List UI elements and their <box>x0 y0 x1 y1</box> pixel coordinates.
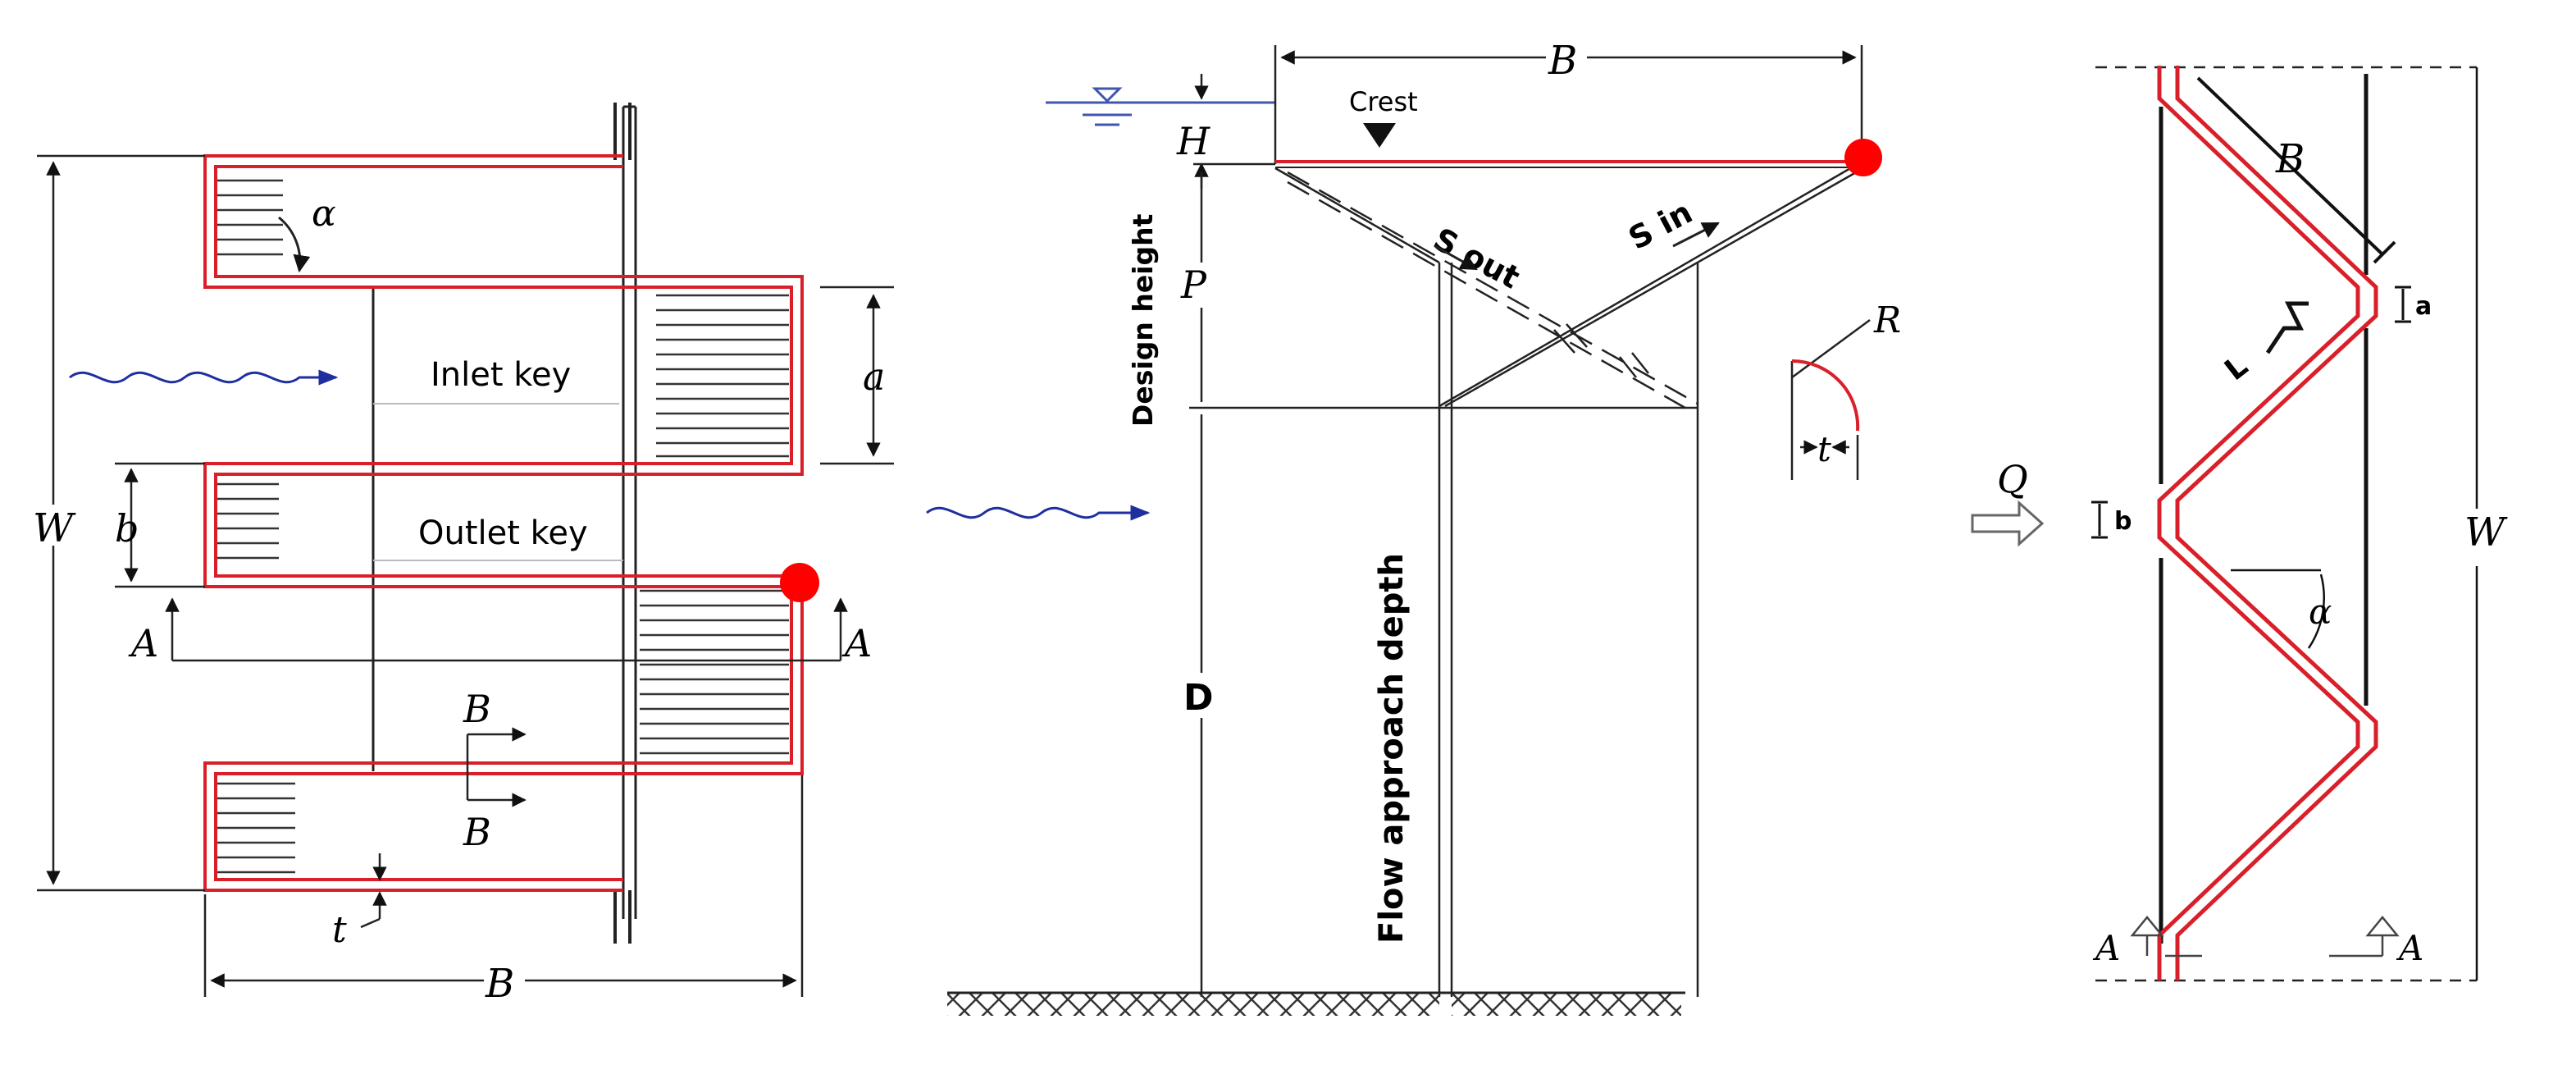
Q-flow-arrow <box>1971 500 2045 547</box>
label-design-height: Design height <box>1127 213 1159 427</box>
left-flow-arrow <box>69 369 339 386</box>
alpha-angle-arc <box>278 216 311 273</box>
label-t-left: t <box>332 909 347 951</box>
label-inlet-key: Inlet key <box>431 356 571 394</box>
ground-hatch-right <box>1452 993 1681 1016</box>
middle-flow-arrow <box>926 505 1151 521</box>
right-plan-view: B a L W Q b α <box>1971 66 2508 982</box>
label-Q: Q <box>1997 457 2028 501</box>
crest-radius-arc <box>1791 359 1860 432</box>
alpha-right <box>2231 569 2325 649</box>
dim-B-right <box>2196 76 2396 264</box>
label-A-right-right: A <box>2396 928 2423 968</box>
crest-marker <box>1363 123 1396 148</box>
dim-b-right <box>2091 501 2108 539</box>
label-t-middle: t <box>1817 429 1831 469</box>
middle-red-marker <box>1844 139 1882 176</box>
label-H: H <box>1176 119 1210 163</box>
label-B-middle: B <box>1548 38 1577 84</box>
label-A-right: A <box>841 621 872 665</box>
label-flow-approach-depth: Flow approach depth <box>1373 553 1411 944</box>
L-zigzag-symbol <box>2265 301 2309 354</box>
sloped-walls <box>1274 162 1864 997</box>
right-sidewalls <box>2159 74 2369 944</box>
label-B-dim-left: B <box>485 961 514 1007</box>
label-alpha-right: α <box>2309 592 2332 632</box>
dim-a-right <box>2395 286 2411 323</box>
section-line-BB <box>466 727 527 807</box>
water-surface <box>1046 87 1275 126</box>
label-A-left: A <box>128 621 158 665</box>
right-red-wall <box>2157 66 2378 980</box>
label-B-bottom-left: B <box>463 810 491 854</box>
ground-hatch-left <box>947 993 1439 1016</box>
left-plan-outline <box>372 105 637 919</box>
left-red-wall <box>203 154 804 892</box>
label-D: D <box>1183 677 1214 719</box>
label-b-left: b <box>115 506 139 551</box>
wall-stubs <box>613 103 631 944</box>
left-plan-view: α Inlet key Outlet key a b W <box>33 103 894 1007</box>
label-A-right-left: A <box>2092 928 2120 968</box>
label-a-left: a <box>863 354 885 399</box>
label-S-out: S out <box>1428 221 1525 295</box>
middle-section-view: H B Crest P Design height <box>926 37 1901 1016</box>
crest-shape-detail <box>1790 318 1871 480</box>
label-a-right: a <box>2415 292 2432 321</box>
label-R: R <box>1873 299 1901 341</box>
label-P: P <box>1180 263 1207 307</box>
label-L: L <box>2218 350 2254 387</box>
section-AA-right <box>2130 916 2400 958</box>
label-alpha-left: α <box>312 193 336 235</box>
dim-a-left <box>820 286 894 465</box>
label-crest: Crest <box>1349 86 1418 117</box>
s-in-arrow <box>1672 222 1720 248</box>
label-W-left: W <box>33 505 76 551</box>
left-red-marker <box>780 563 819 602</box>
label-B-right: B <box>2275 136 2305 182</box>
dashed-outlet-walls <box>1287 171 1698 412</box>
label-B-top-left: B <box>463 687 491 731</box>
label-S-in: S in <box>1623 194 1698 257</box>
label-outlet-key: Outlet key <box>418 514 588 552</box>
dim-t-left <box>360 853 387 929</box>
slope-ticks <box>1553 323 1649 378</box>
label-W-right: W <box>2464 510 2508 555</box>
label-b-right: b <box>2114 507 2131 536</box>
section-line-AA <box>165 597 848 662</box>
dim-b-left <box>115 462 205 588</box>
left-hatch-lines <box>217 179 789 874</box>
s-out-arrow <box>1434 245 1478 271</box>
